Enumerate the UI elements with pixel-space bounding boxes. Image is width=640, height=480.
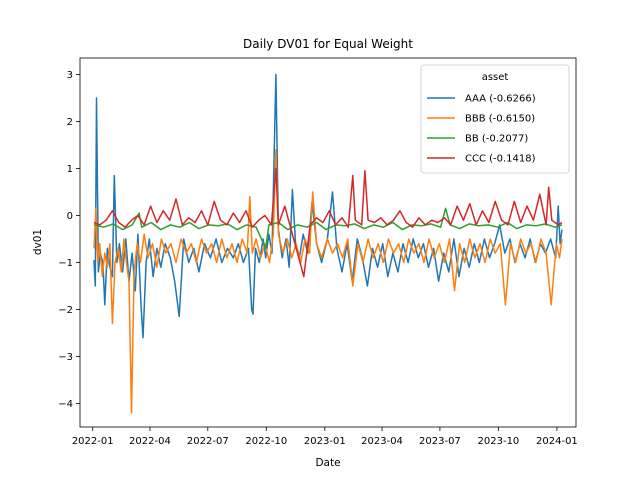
y-tick-label: −4 (58, 399, 73, 410)
y-tick-label: 0 (67, 211, 73, 222)
y-tick-label: −3 (58, 352, 73, 363)
legend-items: AAA (-0.6266) BBB (-0.6150) BB (-0.2077) CC… (427, 94, 536, 165)
x-axis: 2022-01 2022-04 2022-07 2022-10 2023-01 2023-… (72, 427, 578, 447)
legend-label-2: BB (-0.2077) (465, 134, 528, 145)
x-tick-label: 2024-01 (536, 436, 578, 447)
x-axis-label: Date (315, 457, 340, 469)
legend-box (420, 64, 570, 174)
x-tick-label: 2023-04 (361, 436, 403, 447)
plot-area (79, 57, 577, 428)
legend-label-0: AAA (-0.6266) (465, 94, 536, 105)
legend-title: asset (482, 72, 509, 83)
y-tick-label: −2 (58, 305, 73, 316)
y-tick-label: 1 (67, 164, 73, 175)
y-axis: 3 2 1 0 −1 −2 −3 −4 (58, 70, 80, 410)
y-axis-label: dv01 (32, 229, 44, 255)
chart-title: Daily DV01 for Equal Weight (243, 37, 413, 51)
x-tick-label: 2022-01 (72, 436, 114, 447)
x-tick-label: 2023-10 (478, 436, 520, 447)
series-layer (93, 73, 563, 414)
series-line-3 (93, 167, 563, 278)
legend-label-1: BBB (-0.6150) (465, 114, 535, 125)
legend: asset AAA (-0.6266) BBB (-0.6150) BB (-0.2… (420, 64, 570, 174)
x-tick-label: 2023-07 (419, 436, 461, 447)
series-line-2 (93, 207, 563, 250)
series-line-0 (93, 73, 563, 339)
x-tick-label: 2022-07 (187, 436, 229, 447)
axes-frame (79, 57, 577, 428)
x-tick-label: 2023-01 (304, 436, 346, 447)
series-line-1 (93, 148, 563, 414)
y-tick-label: 3 (67, 70, 73, 81)
y-tick-label: 2 (67, 117, 73, 128)
x-tick-label: 2022-04 (129, 436, 171, 447)
x-tick-label: 2022-10 (245, 436, 287, 447)
y-tick-label: −1 (58, 258, 73, 269)
legend-label-3: CCC (-0.1418) (465, 154, 536, 165)
